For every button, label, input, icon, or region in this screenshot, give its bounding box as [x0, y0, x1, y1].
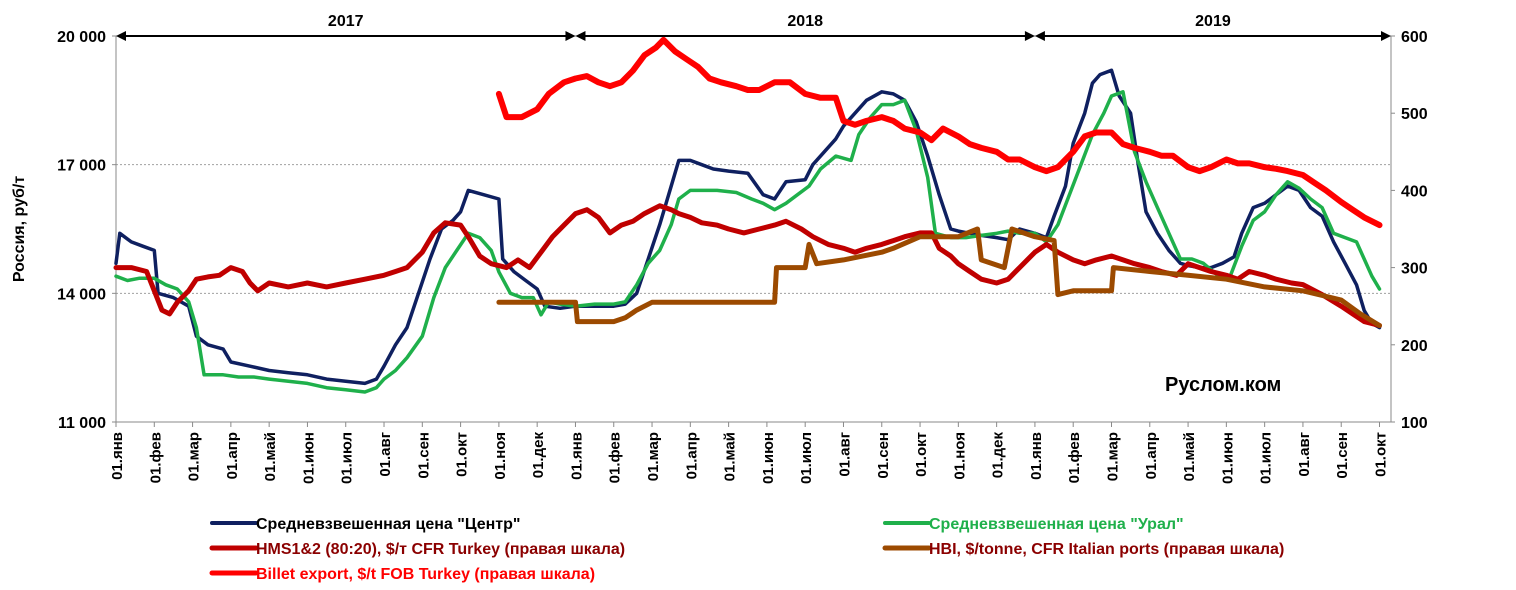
x-tick-label: 01.окт	[913, 432, 930, 477]
x-tick-label: 01.авг	[836, 432, 853, 477]
x-tick-label: 01.май	[722, 432, 739, 481]
x-tick-label: 01.июн	[760, 432, 777, 484]
legend-label-2: HMS1&2 (80:20), $/т CFR Turkey (правая ш…	[256, 541, 625, 558]
x-tick-label: 01.янв	[109, 432, 126, 480]
legend-label-0: Средневзвешенная цена "Центр"	[256, 516, 520, 533]
x-tick-label: 01.июл	[798, 432, 815, 484]
x-tick-label: 01.май	[262, 432, 279, 481]
x-tick-label: 01.сен	[1334, 432, 1351, 479]
year-label: 2019	[1195, 13, 1231, 30]
x-tick-label: 01.авг	[1296, 432, 1313, 477]
x-tick-label: 01.окт	[1373, 432, 1390, 477]
x-tick-label: 01.фев	[147, 432, 164, 483]
y-right-tick-label: 200	[1401, 338, 1428, 355]
year-arrow-left	[116, 31, 126, 41]
x-tick-label: 01.июн	[300, 432, 317, 484]
x-tick-label: 01.апр	[1143, 432, 1160, 479]
x-tick-label: 01.июл	[1258, 432, 1275, 484]
x-tick-label: 01.мар	[1104, 432, 1121, 481]
x-tick-label: 01.янв	[568, 432, 585, 480]
x-tick-label: 01.ноя	[951, 432, 968, 480]
x-tick-label: 01.дек	[990, 432, 1007, 479]
x-tick-label: 01.сен	[875, 432, 892, 479]
x-tick-label: 01.авг	[377, 432, 394, 477]
x-tick-label: 01.фев	[1066, 432, 1083, 483]
x-tick-label: 01.дек	[530, 432, 547, 479]
x-tick-label: 01.май	[1181, 432, 1198, 481]
y-right-tick-label: 600	[1401, 29, 1428, 46]
x-tick-label: 01.апр	[683, 432, 700, 479]
series-line-4	[495, 36, 1383, 229]
x-tick-label: 01.сен	[415, 432, 432, 479]
x-tick-label: 01.июн	[1219, 432, 1236, 484]
year-label: 2017	[328, 13, 364, 30]
y-left-tick-label: 14 000	[57, 286, 106, 303]
y-right-tick-label: 300	[1401, 261, 1428, 278]
x-tick-label: 01.ноя	[492, 432, 509, 480]
y-axis-title: Россия, руб/т	[11, 176, 28, 282]
y-right-tick-label: 400	[1401, 183, 1428, 200]
x-tick-label: 01.апр	[224, 432, 241, 479]
x-tick-label: 01.июл	[339, 432, 356, 484]
x-tick-label: 01.фев	[607, 432, 624, 483]
y-right-tick-label: 500	[1401, 106, 1428, 123]
year-arrow-right	[565, 31, 576, 41]
y-left-tick-label: 17 000	[57, 158, 106, 175]
y-left-tick-label: 20 000	[57, 29, 106, 46]
series-line-3	[496, 226, 1382, 328]
y-right-tick-label: 100	[1401, 415, 1428, 432]
legend-label-1: Средневзвешенная цена "Урал"	[929, 516, 1184, 533]
x-tick-label: 01.мар	[186, 432, 203, 481]
year-arrow-left	[575, 31, 586, 41]
x-tick-label: 01.окт	[454, 432, 471, 477]
legend-label-4: Billet export, $/t FOB Turkey (правая шк…	[256, 566, 595, 583]
y-left-tick-label: 11 000	[58, 415, 106, 432]
year-arrow-right	[1381, 31, 1391, 41]
year-arrow-left	[1034, 31, 1045, 41]
x-tick-label: 01.янв	[1028, 432, 1045, 480]
legend-label-3: HBI, $/tonne, CFR Italian ports (правая …	[929, 541, 1284, 558]
x-tick-label: 01.мар	[645, 432, 662, 481]
series-line-2	[113, 203, 1382, 328]
year-arrow-right	[1024, 31, 1035, 41]
series-line-1	[114, 90, 1382, 394]
watermark-text: Руслом.ком	[1165, 374, 1281, 396]
year-label: 2018	[787, 13, 823, 30]
